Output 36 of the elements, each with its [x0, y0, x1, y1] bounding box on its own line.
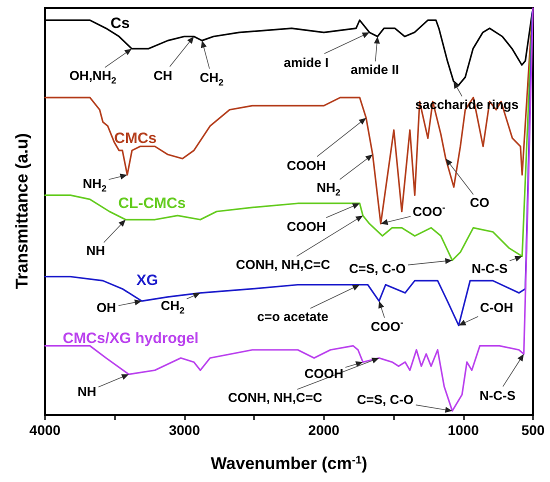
annotation: COOH	[304, 366, 344, 382]
x-tick-label: 4000	[29, 422, 61, 438]
annotation: CH	[153, 68, 172, 83]
annotation: COO$^{-}$	[370, 317, 404, 334]
x-tick-label: 500	[521, 422, 545, 438]
series-label: CMCs/XG hydrogel	[62, 330, 199, 348]
annotation: N-C-S	[472, 260, 508, 276]
y-axis-title: Transmittance (a.u)	[12, 133, 32, 289]
annotation: N-C-S	[479, 388, 516, 403]
annotation: COO$^{-}$	[412, 203, 446, 220]
annotation: NH	[86, 243, 106, 258]
x-tick-label: 1000	[448, 422, 480, 438]
annotation: CH$_{2}$	[160, 298, 185, 316]
annotation: amide II	[350, 62, 400, 78]
annotation: NH	[77, 384, 96, 400]
annotation: NH$_{2}$	[82, 176, 107, 194]
series-label: Cs	[110, 14, 130, 32]
annotation: c=o acetate	[257, 309, 328, 324]
annotation: C=S, C-O	[349, 260, 406, 276]
annotation: OH	[96, 300, 116, 316]
series-label: XG	[136, 272, 158, 290]
annotation: OH,NH$_{2}$	[69, 68, 116, 86]
annotation: C-OH	[480, 300, 514, 316]
series-label: CL-CMCs	[118, 194, 186, 212]
series-label: CMCs	[114, 130, 157, 147]
annotation: COOH	[286, 158, 326, 173]
annotation: CONH, NH,C=C	[228, 390, 322, 406]
annotation: CH$_{2}$	[200, 70, 224, 88]
annotation: CONH, NH,C=C	[236, 257, 330, 272]
annotation: C=S, C-O	[356, 392, 414, 408]
annotation: NH$_{2}$	[316, 180, 340, 198]
annotation: amide I	[284, 54, 329, 70]
x-tick-label: 2000	[308, 422, 340, 438]
annotation: CO	[470, 195, 490, 210]
annotation: COOH	[286, 218, 326, 234]
x-tick-label: 3000	[168, 422, 200, 438]
